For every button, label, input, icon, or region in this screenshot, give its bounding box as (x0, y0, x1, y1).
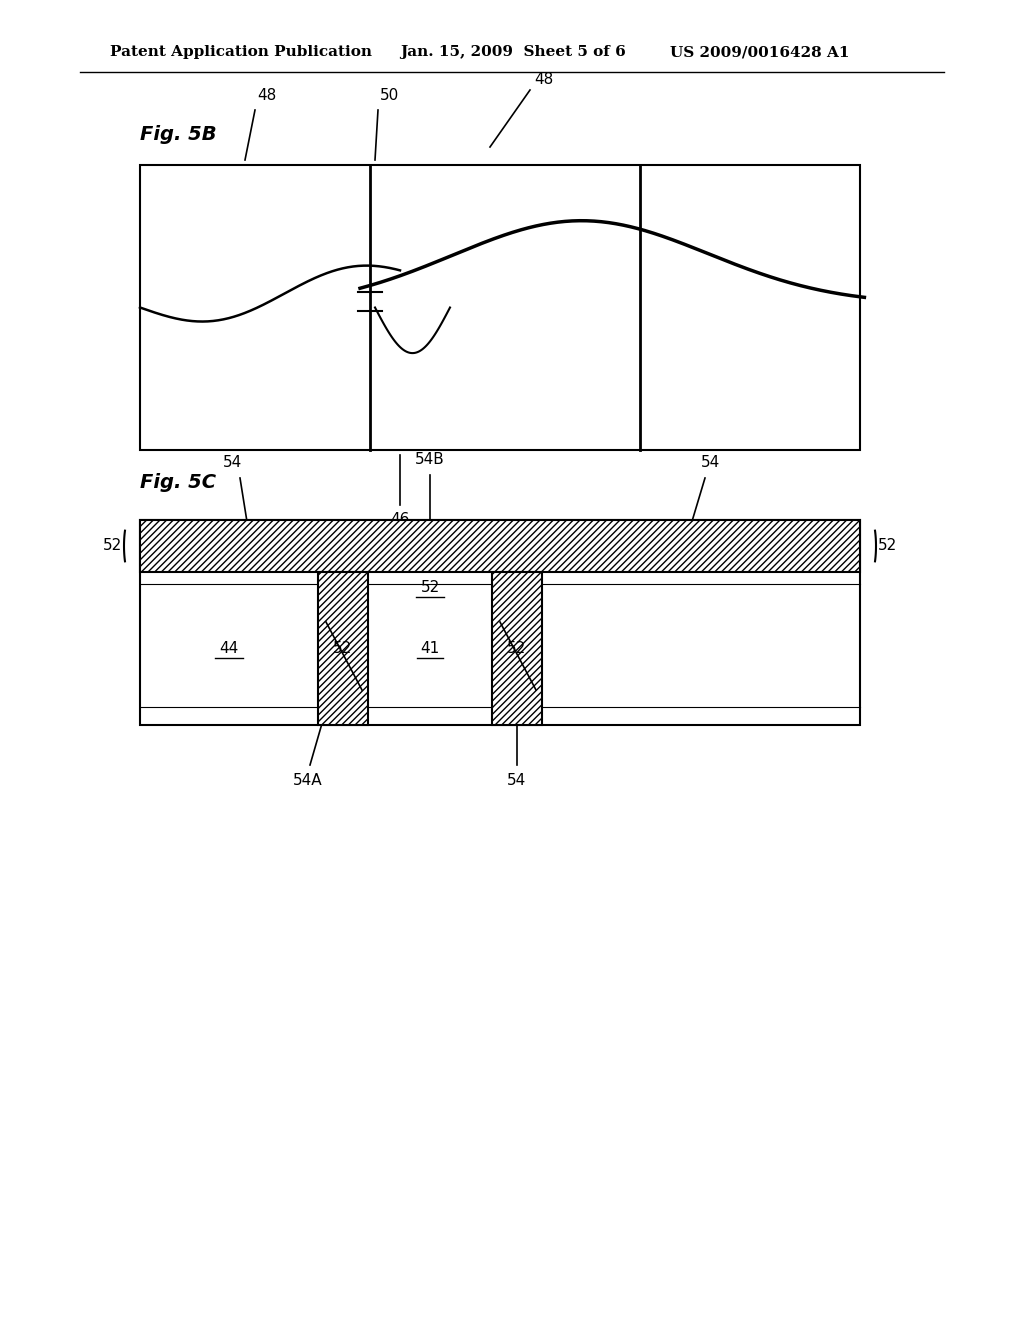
Text: Fig. 5B: Fig. 5B (140, 125, 217, 144)
Text: US 2009/0016428 A1: US 2009/0016428 A1 (670, 45, 850, 59)
Bar (140, 520, 860, 725)
Text: 52: 52 (421, 581, 439, 595)
Text: 50: 50 (380, 88, 399, 103)
Text: Jan. 15, 2009  Sheet 5 of 6: Jan. 15, 2009 Sheet 5 of 6 (400, 45, 626, 59)
Text: 44: 44 (219, 642, 239, 656)
Text: 52: 52 (334, 642, 352, 656)
Text: 52: 52 (878, 539, 897, 553)
Text: 52: 52 (507, 642, 526, 656)
Bar (140, 520, 860, 572)
Text: 48: 48 (534, 73, 553, 87)
Text: 54: 54 (700, 455, 720, 470)
Text: 54: 54 (507, 774, 526, 788)
Bar (140, 165, 860, 450)
Text: 48: 48 (257, 88, 276, 103)
Text: Fig. 5C: Fig. 5C (140, 473, 216, 491)
Bar (492, 572, 542, 725)
Text: 52: 52 (102, 539, 122, 553)
Text: 46: 46 (390, 512, 410, 527)
Bar (318, 572, 368, 725)
Text: 54A: 54A (293, 774, 323, 788)
Text: 41: 41 (421, 642, 439, 656)
Text: 54: 54 (223, 455, 243, 470)
Text: 54B: 54B (415, 451, 444, 467)
Text: Patent Application Publication: Patent Application Publication (110, 45, 372, 59)
